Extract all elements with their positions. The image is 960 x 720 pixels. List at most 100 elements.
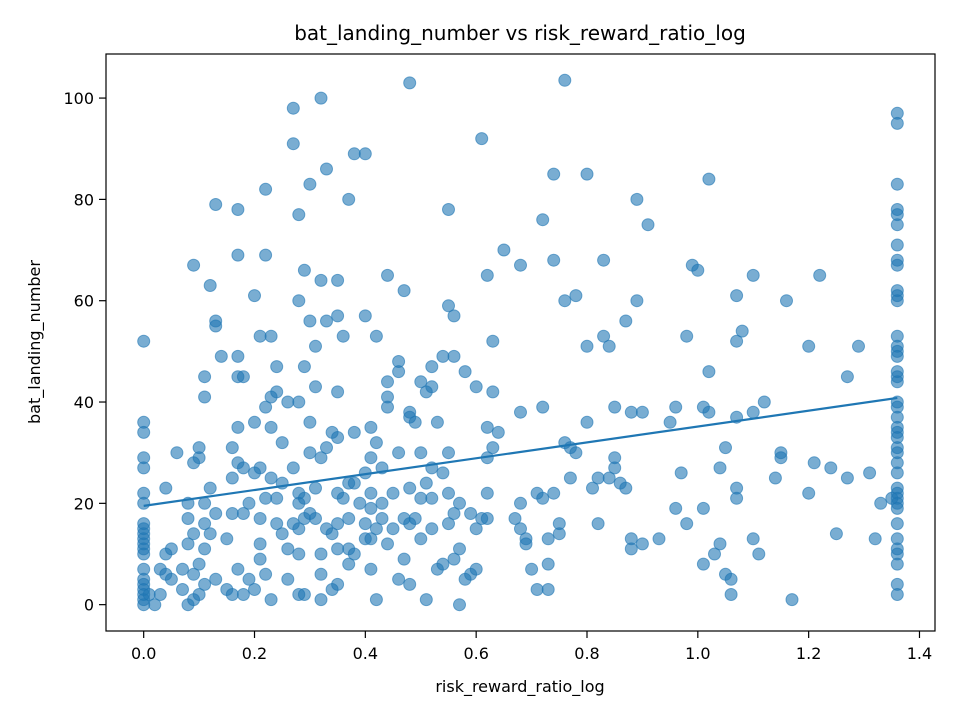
data-point xyxy=(890,557,904,571)
data-point xyxy=(536,400,550,414)
data-point xyxy=(541,583,555,596)
data-point xyxy=(176,562,189,576)
data-point xyxy=(890,375,904,389)
x-axis-label: risk_reward_ratio_log xyxy=(435,677,604,697)
data-point xyxy=(253,512,267,525)
data-point xyxy=(181,537,195,551)
data-point xyxy=(336,329,350,343)
data-point xyxy=(392,365,406,379)
data-point xyxy=(314,547,328,561)
data-point xyxy=(342,512,356,525)
data-point xyxy=(552,527,566,541)
data-point xyxy=(480,268,494,282)
data-point xyxy=(486,441,500,455)
y-tick-label: 100 xyxy=(63,89,94,108)
data-point xyxy=(403,481,417,495)
data-point xyxy=(591,471,605,485)
data-point xyxy=(890,501,904,515)
points-layer xyxy=(137,73,904,612)
data-point xyxy=(392,572,406,586)
data-point xyxy=(303,446,317,460)
data-point xyxy=(863,466,877,480)
data-point xyxy=(530,583,544,596)
data-point xyxy=(408,512,422,525)
data-point xyxy=(209,572,223,586)
data-point xyxy=(259,182,273,196)
y-tick-label: 40 xyxy=(74,393,94,412)
data-point xyxy=(270,385,284,399)
data-point xyxy=(680,517,694,531)
data-point xyxy=(757,395,771,409)
data-point xyxy=(375,512,389,525)
data-point xyxy=(730,289,744,303)
data-point xyxy=(347,476,361,490)
data-point xyxy=(541,532,555,546)
data-point xyxy=(403,577,417,591)
data-point xyxy=(314,451,328,465)
data-point xyxy=(674,466,688,480)
x-tick-label: 0.0 xyxy=(131,644,156,663)
data-point xyxy=(436,466,450,480)
data-point xyxy=(669,400,683,414)
data-point xyxy=(890,294,904,308)
data-point xyxy=(547,253,561,267)
data-point xyxy=(203,527,217,541)
data-point xyxy=(187,567,201,581)
data-point xyxy=(264,593,278,607)
data-point xyxy=(275,436,289,450)
data-point xyxy=(558,294,572,308)
data-point xyxy=(641,218,655,232)
data-point xyxy=(253,461,267,475)
data-point xyxy=(890,116,904,130)
data-point xyxy=(430,415,444,429)
data-point xyxy=(807,456,821,470)
data-point xyxy=(890,517,904,531)
data-point xyxy=(746,405,760,419)
data-point xyxy=(436,349,450,363)
data-point xyxy=(231,349,245,363)
data-point xyxy=(442,203,455,216)
data-point xyxy=(802,339,816,353)
data-point xyxy=(586,481,599,495)
data-point xyxy=(286,137,300,151)
data-point xyxy=(497,243,511,257)
data-point xyxy=(242,496,256,510)
data-point xyxy=(735,324,749,338)
data-point xyxy=(198,577,212,591)
data-point xyxy=(259,248,273,262)
data-point xyxy=(746,268,760,282)
data-point xyxy=(768,471,782,485)
data-point xyxy=(153,588,167,601)
data-point xyxy=(292,522,306,536)
chart-title: bat_landing_number vs risk_reward_ratio_… xyxy=(294,21,746,45)
data-point xyxy=(270,491,284,505)
data-point xyxy=(331,542,345,556)
data-point xyxy=(597,253,611,267)
data-point xyxy=(447,349,461,363)
data-point xyxy=(198,542,212,556)
data-point xyxy=(696,557,710,571)
data-point xyxy=(369,593,383,607)
data-point xyxy=(297,491,311,505)
data-point xyxy=(248,289,261,303)
data-point xyxy=(303,314,317,328)
data-point xyxy=(852,339,865,353)
data-point xyxy=(580,339,594,353)
data-point xyxy=(525,562,539,576)
data-point xyxy=(408,415,422,429)
data-point xyxy=(890,177,904,191)
data-point xyxy=(325,527,339,541)
data-point xyxy=(602,471,616,485)
x-axis: 0.0 0.2 0.4 0.6 0.8 1.0 1.2 1.4 xyxy=(131,631,932,663)
data-point xyxy=(236,507,250,520)
data-point xyxy=(253,537,267,551)
data-point xyxy=(231,203,245,216)
data-point xyxy=(347,547,361,561)
data-point xyxy=(386,522,400,536)
data-point xyxy=(270,360,284,374)
data-point xyxy=(381,375,394,389)
x-tick-label: 1.4 xyxy=(907,644,932,663)
data-point xyxy=(569,289,583,303)
data-point xyxy=(264,471,278,485)
data-point xyxy=(486,334,500,348)
